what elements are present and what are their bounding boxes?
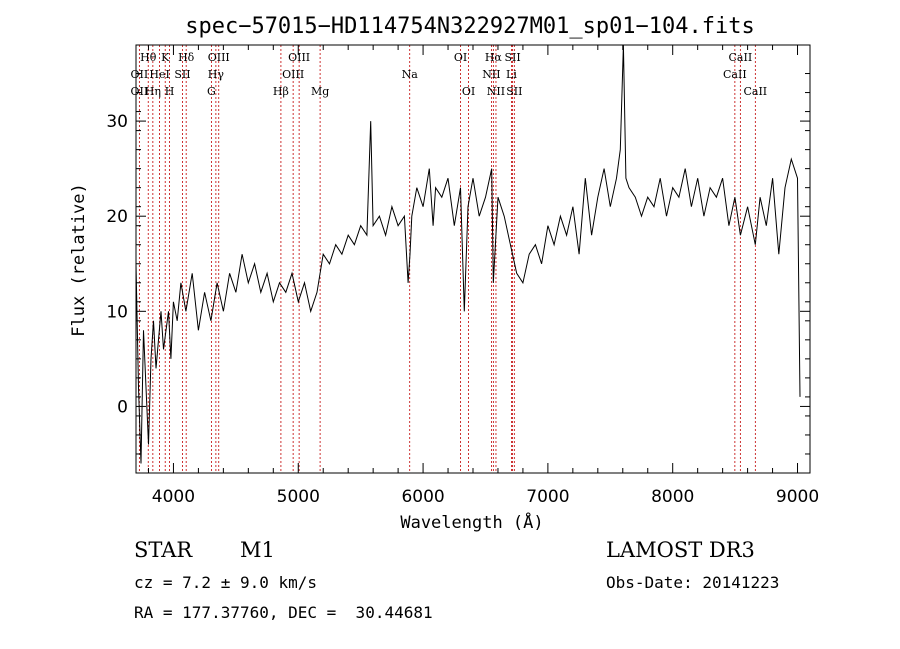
line-label: Li bbox=[506, 68, 517, 81]
line-label: OIII bbox=[288, 51, 310, 64]
spectral-line-markers bbox=[138, 45, 756, 473]
y-tick-label: 20 bbox=[106, 207, 128, 227]
y-axis-ticks: 0 10 20 30 bbox=[106, 73, 810, 455]
line-label: NII bbox=[487, 85, 505, 98]
line-label: Hθ bbox=[140, 51, 157, 64]
object-subclass: M1 bbox=[240, 538, 275, 562]
obs-date: Obs-Date: 20141223 bbox=[606, 573, 780, 592]
line-label: HeI bbox=[149, 68, 169, 81]
line-label: Hδ bbox=[178, 51, 195, 64]
line-label: OI bbox=[462, 85, 475, 98]
x-tick-label: 7000 bbox=[526, 487, 569, 507]
line-label: H bbox=[165, 85, 175, 98]
line-label: CaII bbox=[723, 68, 747, 81]
plot-frame bbox=[135, 44, 811, 474]
object-type: STAR bbox=[134, 538, 193, 562]
line-label: Mg bbox=[311, 85, 329, 98]
line-label: CaII bbox=[729, 51, 753, 64]
spectral-line-labels: Hθ OII OII K HeI Hη Hδ SII H OIII Hγ G Hβ OIII OIII Mg N… bbox=[131, 51, 768, 98]
y-axis-label: Flux (relative) bbox=[69, 183, 89, 337]
survey-name: LAMOST DR3 bbox=[606, 538, 755, 562]
line-label: OIII bbox=[208, 51, 230, 64]
line-label: OI bbox=[454, 51, 467, 64]
line-label: CaII bbox=[743, 85, 767, 98]
x-axis-ticks: 4000 5000 6000 7000 8000 9000 bbox=[147, 45, 819, 507]
line-label: Hη bbox=[145, 85, 161, 98]
line-label: NII bbox=[482, 68, 500, 81]
line-label: OIII bbox=[282, 68, 304, 81]
y-tick-label: 0 bbox=[117, 397, 128, 417]
x-axis-label: Wavelength (Å) bbox=[400, 511, 543, 533]
x-tick-label: 5000 bbox=[277, 487, 320, 507]
line-label: K bbox=[161, 51, 170, 64]
line-label: SII bbox=[504, 51, 520, 64]
line-label: SII bbox=[174, 68, 190, 81]
line-label: Na bbox=[402, 68, 419, 81]
line-label: G bbox=[207, 85, 216, 98]
line-label: OII bbox=[131, 85, 149, 98]
y-tick-label: 30 bbox=[106, 112, 128, 132]
line-label: SII bbox=[506, 85, 522, 98]
line-label: Hβ bbox=[273, 85, 289, 98]
x-tick-label: 6000 bbox=[401, 487, 444, 507]
x-tick-label: 9000 bbox=[776, 487, 819, 507]
y-tick-label: 10 bbox=[106, 302, 128, 322]
x-tick-label: 4000 bbox=[152, 487, 195, 507]
line-label: Hα bbox=[485, 51, 503, 64]
redshift-info: cz = 7.2 ± 9.0 km/s bbox=[134, 573, 318, 592]
spectrum-series-line bbox=[135, 44, 801, 464]
x-tick-label: 8000 bbox=[651, 487, 694, 507]
chart-title: spec−57015−HD114754N322927M01_sp01−104.f… bbox=[185, 14, 755, 39]
line-label: Hγ bbox=[208, 68, 225, 81]
coordinates: RA = 177.37760, DEC = 30.44681 bbox=[134, 603, 433, 622]
line-label: OII bbox=[131, 68, 149, 81]
